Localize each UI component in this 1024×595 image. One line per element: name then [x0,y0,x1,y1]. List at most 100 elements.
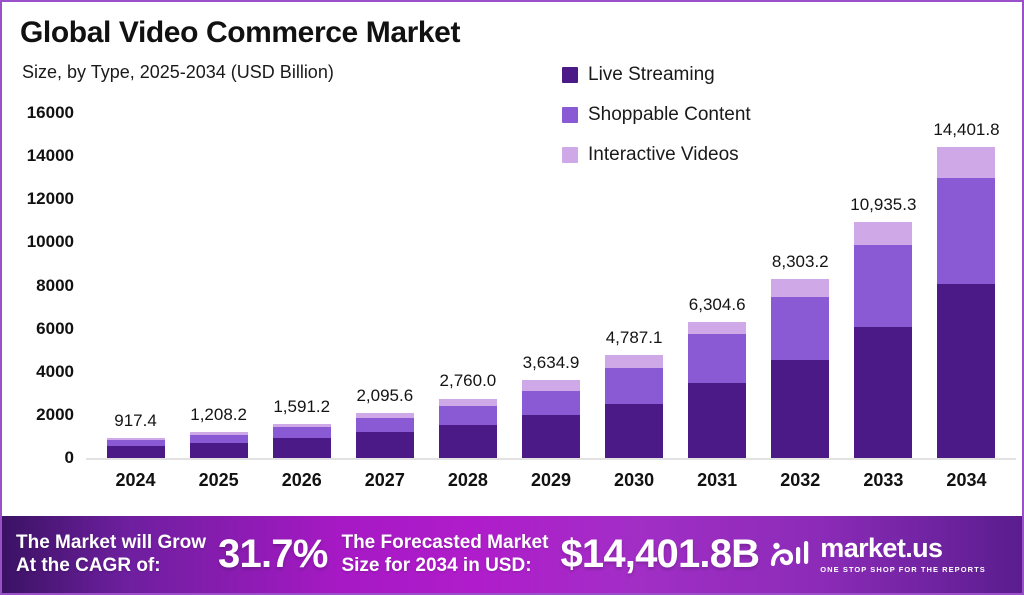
bar-group[interactable]: 8,303.2 2032 [771,2,830,490]
bar-group[interactable]: 10,935.3 2033 [850,2,916,490]
bar-segment[interactable] [355,418,414,433]
x-axis-tick-label: 2027 [364,470,405,490]
legend-label: Live Streaming [588,64,715,85]
stacked-bar[interactable] [355,412,414,458]
bar-segment[interactable] [106,438,165,441]
bar-segment[interactable] [106,440,165,447]
stacked-bar[interactable] [106,438,165,458]
y-axis-tick-label: 2000 [36,404,74,424]
x-axis-tick-label: 2024 [115,470,156,490]
stacked-bar[interactable] [522,379,580,458]
stacked-bar[interactable] [605,354,664,458]
y-axis-tick-label: 0 [64,448,74,467]
legend-item[interactable]: Shoppable Content [562,104,751,126]
x-axis-tick-label: 2032 [780,470,821,490]
bar-segment[interactable] [771,278,830,297]
x-axis-tick-label: 2033 [863,470,904,490]
bar-value-label: 6,304.6 [688,295,746,315]
forecast-caption-line1: The Forecasted Market [341,532,549,554]
cagr-caption-line2: At the CAGR of: [16,554,161,576]
bar-segment[interactable] [522,379,580,391]
bar-group[interactable]: 2,760.0 2028 [438,2,497,490]
y-axis-tick-label: 12000 [26,189,74,209]
bar-segment[interactable] [937,147,996,179]
stacked-bar[interactable] [937,147,996,458]
x-axis-tick-label: 2028 [447,470,488,490]
bar-segment[interactable] [438,424,497,458]
bar-value-label: 8,303.2 [771,251,829,271]
bar-segment[interactable] [688,383,747,458]
chart-subtitle: Size, by Type, 2025-2034 (USD Billion) [22,62,334,82]
bar-segment[interactable] [355,412,414,419]
bar-segment[interactable] [771,359,830,458]
bar-value-label: 3,634.9 [522,352,580,372]
bar-segment[interactable] [605,404,664,458]
bar-segment[interactable] [854,222,913,245]
bar-value-label: 2,760.0 [439,371,497,391]
bar-group[interactable]: 1,591.2 2026 [272,2,331,490]
bar-segment[interactable] [854,244,913,328]
bar-segment[interactable] [272,423,331,428]
legend-label: Shoppable Content [588,104,751,125]
y-axis-tick-label: 8000 [36,275,74,295]
bar-segment[interactable] [605,368,664,405]
y-axis-tick-label: 4000 [36,361,74,381]
footer-banner: The Market will Grow At the CAGR of: 31.… [2,516,1022,593]
bar-segment[interactable] [355,432,414,458]
bar-value-label: 1,208.2 [190,404,247,424]
stacked-bar[interactable] [854,222,913,458]
brand-tagline: ONE STOP SHOP FOR THE REPORTS [820,565,986,574]
bar-segment[interactable] [854,327,913,458]
bar-segment[interactable] [272,438,331,458]
legend-item[interactable]: Live Streaming [562,64,751,86]
bar-group[interactable]: 3,634.9 2029 [522,2,580,490]
x-axis-baseline [86,458,1016,460]
legend-label: Interactive Videos [588,144,739,165]
x-axis-tick-label: 2034 [946,470,987,490]
bar-segment[interactable] [189,442,248,458]
bar-segment[interactable] [189,431,248,435]
legend-swatch-icon [562,147,578,163]
bar-segment[interactable] [605,354,664,369]
bar-segment[interactable] [771,296,830,360]
x-axis-tick-label: 2026 [281,470,322,490]
stacked-bar[interactable] [272,423,331,458]
bar-group[interactable]: 1,208.2 2025 [189,2,248,490]
bar-value-label: 1,591.2 [273,396,331,416]
legend-swatch-icon [562,67,578,83]
cagr-caption-line1: The Market will Grow [16,532,207,554]
stacked-bar[interactable] [189,431,248,458]
bar-segment[interactable] [438,398,497,407]
stacked-bar[interactable] [438,398,497,458]
brand-logo[interactable]: market.us ONE STOP SHOP FOR THE REPORTS [769,535,985,574]
legend-item[interactable]: Interactive Videos [562,144,751,166]
y-axis-tick-label: 6000 [36,318,74,338]
x-axis-tick-label: 2030 [614,470,655,490]
bar-group[interactable]: 917.4 2024 [106,2,165,490]
bar-segment[interactable] [522,414,580,458]
bar-group[interactable]: 2,095.6 2027 [355,2,414,490]
bar-segment[interactable] [438,406,497,425]
bar-segment[interactable] [688,334,747,384]
cagr-caption: The Market will Grow At the CAGR of: [16,532,206,576]
bar-segment[interactable] [522,390,580,415]
forecast-value: $14,401.8B [560,532,760,576]
cagr-value: 31.7% [218,532,328,576]
bar-segment[interactable] [688,322,747,335]
y-axis-tick-label: 16000 [26,103,74,122]
x-axis-tick-label: 2031 [697,470,738,490]
bar-value-label: 4,787.1 [605,327,663,347]
stacked-bar[interactable] [771,278,830,458]
market-us-logo-icon [769,537,813,572]
stacked-bar[interactable] [688,322,747,458]
bar-segment[interactable] [937,284,996,458]
bar-segment[interactable] [189,434,248,443]
bar-segment[interactable] [106,446,165,458]
forecast-caption-line2: Size for 2034 in USD: [341,554,532,576]
bar-segment[interactable] [937,178,996,285]
bar-group[interactable]: 6,304.6 2031 [688,2,747,490]
bar-segment[interactable] [272,427,331,439]
bar-group[interactable]: 4,787.1 2030 [605,2,664,490]
bar-value-label: 2,095.6 [356,385,414,405]
bar-group[interactable]: 14,401.8 2034 [933,2,999,490]
